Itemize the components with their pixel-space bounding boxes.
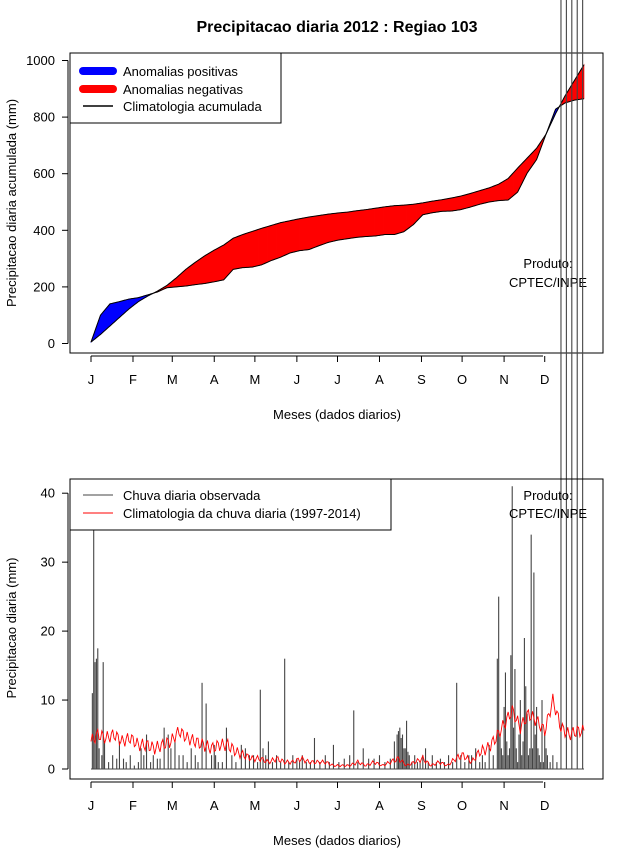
climatology-daily-line — [90, 693, 585, 768]
x-tick-label: N — [499, 798, 508, 813]
daily-bars — [91, 0, 584, 770]
y-tick-label: 20 — [41, 624, 55, 639]
x-tick-label: J — [88, 372, 95, 387]
x-tick-label: A — [210, 798, 219, 813]
product-note: Produto: CPTEC/INPE — [509, 488, 587, 521]
x-tick-label: M — [249, 798, 260, 813]
x-tick-label: F — [129, 798, 137, 813]
legend-label: Climatologia acumulada — [123, 99, 263, 114]
y-axis: 0 10 20 30 40 — [41, 486, 69, 777]
y-tick-label: 10 — [41, 693, 55, 708]
y-tick-label: 30 — [41, 555, 55, 570]
x-tick-label: A — [375, 372, 384, 387]
x-tick-label: N — [499, 372, 508, 387]
x-axis-label: Meses (dados diarios) — [273, 407, 401, 422]
legend: Chuva diaria observada Climatologia da c… — [69, 478, 392, 531]
legend: Anomalias positivas Anomalias negativas … — [69, 52, 282, 124]
legend-box — [69, 478, 392, 531]
x-tick-label: O — [457, 798, 467, 813]
x-tick-label: J — [294, 372, 301, 387]
y-tick-label: 0 — [48, 336, 55, 351]
legend-label: Chuva diaria observada — [123, 488, 261, 503]
legend-label: Anomalias positivas — [123, 64, 238, 79]
plot-frame — [69, 52, 604, 354]
x-tick-label: M — [249, 372, 260, 387]
y-axis: 0 200 400 600 800 1000 — [26, 53, 69, 351]
legend-label: Anomalias negativas — [123, 82, 243, 97]
y-tick-label: 600 — [33, 166, 55, 181]
climatology-line — [90, 64, 585, 343]
note-line: CPTEC/INPE — [509, 506, 587, 521]
note-line: CPTEC/INPE — [509, 275, 587, 290]
y-tick-label: 200 — [33, 279, 55, 294]
y-tick-label: 800 — [33, 110, 55, 125]
product-note: Produto: CPTEC/INPE — [509, 256, 587, 290]
x-tick-label: F — [129, 372, 137, 387]
note-line: Produto: — [523, 488, 572, 503]
x-tick-label: J — [294, 798, 301, 813]
y-tick-label: 40 — [41, 486, 55, 501]
x-tick-label: S — [417, 372, 426, 387]
x-axis-label: Meses (dados diarios) — [273, 833, 401, 848]
x-tick-label: D — [540, 372, 549, 387]
y-tick-label: 0 — [48, 762, 55, 777]
x-tick-label: J — [88, 798, 95, 813]
x-tick-label: J — [334, 798, 341, 813]
y-axis-label: Precipitacao diaria acumulada (mm) — [4, 99, 19, 307]
x-tick-label: M — [167, 372, 178, 387]
y-tick-label: 1000 — [26, 53, 55, 68]
x-tick-label: M — [167, 798, 178, 813]
legend-label: Climatologia da chuva diaria (1997-2014) — [123, 506, 361, 521]
x-tick-label: S — [417, 798, 426, 813]
accumulated-chart: Precipitacao diaria 2012 : Regiao 103 0 … — [4, 19, 604, 422]
x-tick-label: D — [540, 798, 549, 813]
x-tick-label: A — [210, 372, 219, 387]
x-tick-label: A — [375, 798, 384, 813]
y-axis-label: Precipitacao diaria (mm) — [4, 558, 19, 699]
x-tick-label: O — [457, 372, 467, 387]
x-tick-label: J — [334, 372, 341, 387]
observed-accumulated-line — [90, 98, 585, 343]
daily-chart: 0 10 20 30 40 J F M A M J J A S O N D Meses (dados … — [4, 0, 604, 848]
note-line: Produto: — [523, 256, 572, 271]
chart-title: Precipitacao diaria 2012 : Regiao 103 — [196, 19, 477, 36]
y-tick-label: 400 — [33, 223, 55, 238]
